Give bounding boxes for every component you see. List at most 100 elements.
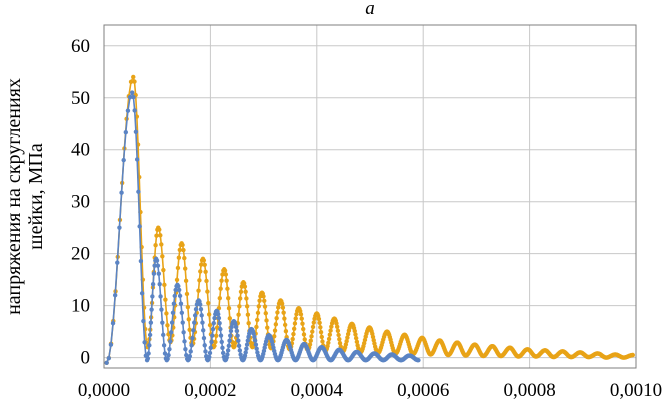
series-1-point <box>237 296 243 301</box>
series-1-point <box>207 322 213 328</box>
series-1-point <box>343 342 349 347</box>
series-2-point <box>169 320 175 325</box>
series-1-point <box>353 332 358 337</box>
series-2-point <box>228 328 234 334</box>
series-2-point <box>145 356 151 361</box>
series-1-point <box>371 338 376 343</box>
series-1-point <box>254 324 259 330</box>
series-1-point <box>164 311 169 316</box>
series-2-point <box>237 348 243 353</box>
series-2-point <box>154 258 160 263</box>
series-1-point <box>131 74 136 80</box>
series-2-point <box>172 293 177 299</box>
series-2-point <box>211 320 216 326</box>
series-2-point <box>179 310 185 315</box>
series-2-point <box>226 343 232 348</box>
series-2-point <box>188 349 193 354</box>
series-2-point <box>173 287 178 293</box>
series-2-point <box>218 333 224 338</box>
series-1-point <box>336 332 341 338</box>
series-2-point <box>208 345 213 351</box>
series-2-point <box>210 333 215 338</box>
series-1-point <box>344 338 349 344</box>
series-1-point <box>283 328 289 334</box>
series-1-point <box>180 242 185 248</box>
series-1-point <box>162 282 167 288</box>
series-2-point <box>161 332 166 338</box>
x-tick-label: 0,0010 <box>610 380 662 401</box>
series-2-point <box>416 358 421 363</box>
series-1-point <box>298 308 303 314</box>
series-1-point <box>204 278 209 284</box>
series-1-point <box>262 304 268 309</box>
series-1-point <box>353 335 359 341</box>
series-2-point <box>131 94 136 100</box>
series-2-point <box>170 310 176 315</box>
y-axis-label-line: напряжения на скруглениях <box>3 78 25 315</box>
series-1-point <box>327 332 333 337</box>
series-2-point <box>198 302 203 307</box>
series-1-point <box>354 339 360 345</box>
series-2-point <box>245 338 251 343</box>
grid <box>104 25 636 368</box>
series-2-point <box>104 360 109 365</box>
series-2-point <box>147 343 152 348</box>
series-2-point <box>209 339 214 345</box>
series-1-point <box>275 310 280 315</box>
series-1-point <box>185 304 191 310</box>
series-1-point <box>245 312 251 317</box>
series-1-point <box>311 320 316 325</box>
y-tick-label: 40 <box>71 140 90 161</box>
series-2-point <box>127 94 133 100</box>
series-2-point <box>218 326 223 332</box>
series-1-point <box>132 79 137 84</box>
series-1-point <box>174 277 180 283</box>
series-2-point <box>133 129 139 134</box>
series-2-point <box>227 338 232 343</box>
series-2-point <box>235 333 240 338</box>
series-1-point <box>157 227 162 232</box>
series-2-point <box>212 315 217 321</box>
series-1-point <box>161 267 166 273</box>
series-1-point <box>282 316 287 321</box>
series-1-point <box>309 334 314 339</box>
series-1-point <box>263 311 268 316</box>
series-1-point <box>165 323 170 328</box>
series-1-point <box>329 324 334 329</box>
series-2-point <box>253 342 259 347</box>
series-2-point <box>123 129 129 135</box>
y-tick-label: 60 <box>71 36 90 57</box>
series-1-point <box>238 289 244 294</box>
series-1-point <box>257 298 262 303</box>
series-1-point <box>320 339 325 344</box>
series-1-point <box>227 316 233 321</box>
series-1-point <box>261 294 266 299</box>
series-2-point <box>178 301 184 306</box>
series-2-point <box>201 328 206 333</box>
series-2-point <box>156 271 161 276</box>
series-1-point <box>298 312 304 317</box>
series-1-point <box>264 318 269 323</box>
series-1-point <box>302 337 307 342</box>
series-2-point <box>244 342 250 347</box>
series-2-point <box>220 345 225 351</box>
series-1-point <box>220 272 225 277</box>
series-1-point <box>291 326 297 331</box>
series-2-point <box>207 354 212 360</box>
series-1-point <box>128 79 134 85</box>
series-1-point <box>276 305 281 310</box>
series-1-point <box>281 310 286 315</box>
series-2-point <box>150 294 155 299</box>
x-tick-label: 0,0002 <box>184 380 236 401</box>
y-tick-label: 10 <box>71 296 90 317</box>
series-2-point <box>234 328 240 334</box>
series-1-point <box>246 320 251 326</box>
series-2-point <box>187 354 193 359</box>
series-1-point <box>317 320 322 325</box>
series-1-point <box>255 310 261 316</box>
series-2-point <box>220 350 226 356</box>
series-1-point <box>293 316 298 321</box>
series-group <box>104 74 636 365</box>
series-2-line <box>105 91 419 364</box>
series-1-point <box>328 328 333 333</box>
